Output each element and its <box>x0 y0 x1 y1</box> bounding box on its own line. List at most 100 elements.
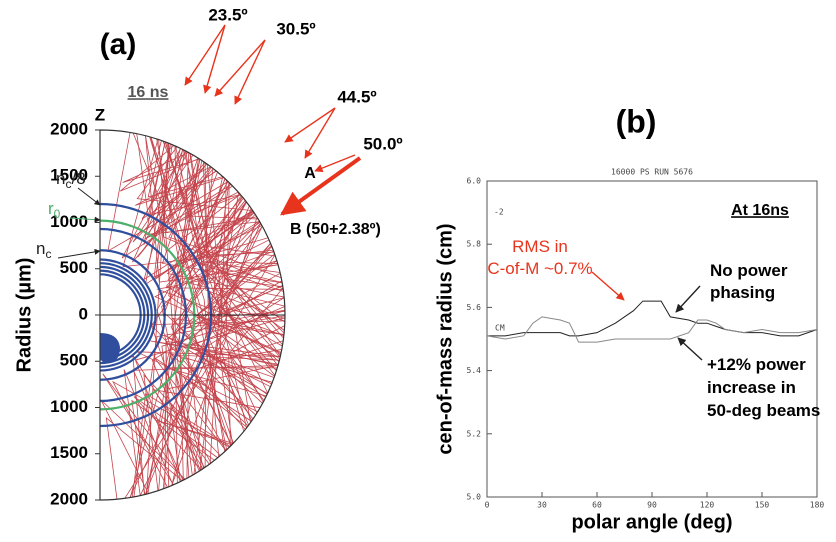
ray <box>224 260 283 288</box>
ray <box>161 157 283 284</box>
density-label-part: n <box>56 169 65 188</box>
chart-title: 16000 PS RUN 5676 <box>611 168 693 177</box>
ray <box>168 166 282 279</box>
ray <box>152 389 261 465</box>
x-tick-label: 30 <box>537 501 547 510</box>
beam-point: B (50+2.38º) <box>290 221 381 238</box>
data-line <box>486 316 818 343</box>
ray <box>150 136 281 358</box>
y-axis-label: cen-of-mass radius (cm) <box>434 223 456 454</box>
density-label-part: c <box>65 177 71 191</box>
beam-label: 50.0º <box>363 134 402 153</box>
y-tick-label: 1000 <box>50 212 88 231</box>
ray <box>141 150 217 220</box>
density-label-part: /8 <box>71 169 85 188</box>
annotation-arrow <box>677 337 703 361</box>
ray <box>151 280 283 472</box>
y-axis-label: Radius (µm) <box>13 258 35 373</box>
y-tick-label: 5.2 <box>467 429 482 438</box>
x-tick-label: 180 <box>810 501 825 510</box>
ray <box>143 141 188 245</box>
density-label: r0 <box>48 199 61 221</box>
ray <box>133 396 218 471</box>
ray <box>162 402 205 489</box>
y-tick-label: 0 <box>79 304 88 323</box>
beam-arrow <box>234 39 266 105</box>
ray <box>198 260 278 401</box>
ray <box>213 226 279 366</box>
beam-arrow <box>314 154 356 173</box>
panel-b: 0 30 60 90 120 150 180 5.0 5.2 5.4 5.6 5.8 6.0 16000 … <box>434 103 824 533</box>
ray <box>172 201 247 446</box>
density-label: nc/8 <box>56 169 86 191</box>
beam-point: A <box>304 165 316 182</box>
y-tick-label: 2000 <box>50 489 88 508</box>
ray <box>136 146 253 212</box>
ray <box>162 140 251 423</box>
ray <box>199 164 222 471</box>
ray <box>167 181 260 281</box>
panel-a: 2000 1500 1000 500 0 500 1000 1500 2000 Radius (µ… <box>13 5 402 508</box>
ray <box>112 380 230 488</box>
y-tick-label: 500 <box>60 351 88 370</box>
ray <box>124 254 276 499</box>
y-tick-label: 1500 <box>50 166 88 185</box>
rms-note: RMS in C-of-M ~0.7% <box>487 237 592 278</box>
ray <box>143 148 253 281</box>
y-tick-label: 2000 <box>50 119 88 138</box>
x-axis-label: polar angle (deg) <box>571 511 732 533</box>
stray-label: CM <box>495 324 505 333</box>
ray <box>165 212 284 290</box>
axis-z-label: Z <box>95 105 105 124</box>
ray <box>146 143 170 495</box>
ray <box>204 195 276 257</box>
y-tick-label: 500 <box>60 258 88 277</box>
density-arrow <box>77 187 101 206</box>
boundary <box>99 129 286 501</box>
ray <box>119 145 200 192</box>
panel-label: (a) <box>100 28 137 61</box>
x-tick-label: 90 <box>647 501 657 510</box>
ray <box>100 399 186 494</box>
x-tick-label: 120 <box>700 501 715 510</box>
ray <box>191 222 276 376</box>
density-label: nc <box>36 239 51 261</box>
y-tick-label: 6.0 <box>467 177 482 186</box>
panel-label: (b) <box>616 103 657 139</box>
ray <box>122 139 274 268</box>
y-tick-label: 5.4 <box>467 366 482 375</box>
beam-arrow <box>214 39 266 97</box>
note: At 16ns <box>731 202 789 219</box>
ray <box>131 399 215 495</box>
beam-arrow <box>284 107 336 143</box>
ray <box>228 351 258 447</box>
time-label: 16 ns <box>128 84 169 101</box>
beam-arrow-bold <box>280 156 362 216</box>
beam-arrow <box>184 24 226 86</box>
stray-label: -2 <box>494 208 504 217</box>
ray <box>156 264 284 337</box>
density-label-part: r <box>48 199 54 218</box>
density-label-part: c <box>45 247 51 261</box>
ray <box>195 178 285 334</box>
annotation-arrow <box>675 285 701 313</box>
density-label-part: n <box>36 239 45 258</box>
ray <box>196 196 260 287</box>
density-arrow <box>69 216 101 223</box>
y-tick-label: 1500 <box>50 443 88 462</box>
series-annotation: +12% power increase in 50-deg beams <box>707 355 820 420</box>
ray <box>223 297 285 347</box>
ray <box>144 223 262 495</box>
annotation-arrow <box>591 271 625 301</box>
ray <box>161 310 286 482</box>
ray <box>170 222 261 446</box>
ray <box>196 316 285 377</box>
ray <box>143 374 221 491</box>
ray <box>168 159 277 371</box>
beam-arrow <box>304 107 336 159</box>
series-annotation: No power phasing <box>710 261 788 302</box>
x-tick-label: 0 <box>485 501 490 510</box>
ray <box>123 369 174 496</box>
density-arrow <box>57 248 101 259</box>
